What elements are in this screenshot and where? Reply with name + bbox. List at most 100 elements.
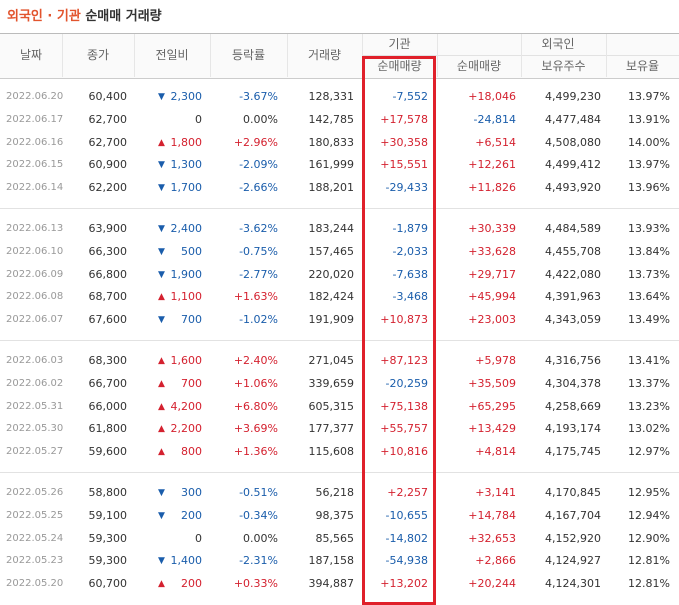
cell: 4,455,708	[545, 244, 601, 258]
cell: 13.93%	[628, 222, 670, 235]
cell: 59,600	[88, 445, 128, 458]
date-cell: 2022.06.08	[6, 291, 64, 303]
cell: 13.37%	[628, 376, 670, 390]
cell: 13.64%	[628, 290, 670, 304]
header-divider	[362, 55, 679, 56]
change-arrow: ▲	[158, 447, 165, 457]
cell: 200	[181, 577, 202, 590]
cell: +4,814	[475, 445, 516, 458]
cell: 61,800	[88, 422, 128, 436]
cell: 2,200	[170, 422, 203, 436]
change-arrow: ▼	[158, 246, 165, 257]
cell: 13.91%	[628, 112, 670, 126]
cell: 4,167,704	[545, 508, 601, 522]
cell: 4,200	[170, 399, 203, 413]
cell: 800	[181, 445, 202, 458]
cell: -7,638	[392, 267, 428, 281]
date-cell: 2022.06.03	[6, 355, 64, 366]
cell: 4,193,174	[545, 422, 601, 436]
cell: 68,300	[88, 354, 128, 367]
cell: 1,800	[170, 135, 203, 149]
date-cell: 2022.05.27	[6, 446, 64, 457]
cell: 85,565	[315, 531, 355, 545]
cell: -29,433	[385, 181, 428, 194]
cell: 66,000	[88, 399, 128, 413]
cell: 13.02%	[628, 422, 670, 436]
cell: 4,152,920	[545, 531, 601, 545]
date-cell: 2022.06.16	[6, 136, 64, 148]
cell: 59,100	[88, 508, 128, 522]
change-arrow: ▼	[158, 160, 165, 171]
cell: +29,717	[468, 267, 516, 281]
column-header: 거래량	[307, 48, 342, 62]
cell: 1,100	[170, 290, 203, 304]
cell: -0.51%	[239, 486, 278, 499]
cell: +1.63%	[233, 290, 278, 304]
cell: +10,873	[380, 313, 428, 326]
date-cell: 2022.05.25	[6, 509, 64, 521]
cell: +13,429	[468, 422, 516, 436]
cell: +14,784	[468, 508, 516, 522]
header-divider	[362, 34, 363, 77]
date-cell: 2022.05.24	[6, 532, 64, 544]
cell: 1,400	[170, 554, 203, 568]
cell: 1,700	[170, 181, 203, 194]
date-cell: 2022.05.31	[6, 400, 64, 412]
cell: +87,123	[380, 354, 428, 367]
cell: 4,170,845	[545, 486, 601, 499]
change-arrow: ▲	[158, 292, 165, 303]
change-arrow: ▲	[158, 579, 165, 589]
header-divider	[521, 34, 522, 77]
group-separator	[0, 472, 679, 473]
cell: 187,158	[308, 554, 355, 568]
cell: 4,499,412	[545, 158, 601, 172]
column-header: 등락률	[231, 48, 266, 62]
cell: 157,465	[308, 244, 355, 258]
cell: +15,551	[380, 158, 428, 172]
title: 외국인 · 기관 순매매 거래량	[7, 10, 162, 24]
cell: -1.02%	[239, 313, 278, 326]
cell: 115,608	[308, 445, 355, 458]
cell: 12.94%	[628, 508, 670, 522]
change-arrow: ▼	[158, 224, 165, 234]
cell: 220,020	[308, 267, 355, 281]
change-arrow: ▲	[158, 137, 165, 148]
cell: -2.77%	[239, 267, 278, 281]
date-cell: 2022.06.13	[6, 223, 64, 234]
cell: +30,358	[380, 135, 428, 149]
change-arrow: ▼	[158, 183, 165, 193]
cell: +18,046	[468, 90, 516, 103]
column-header: 종가	[86, 48, 110, 62]
cell: 339,659	[308, 376, 355, 390]
cell: +1.06%	[233, 376, 278, 390]
cell: +30,339	[468, 222, 516, 235]
cell: 4,258,669	[545, 399, 601, 413]
cell: 0	[195, 112, 202, 126]
cell: +6,514	[475, 135, 516, 149]
header-divider	[437, 34, 438, 77]
header-bg	[0, 33, 679, 79]
date-cell: 2022.06.14	[6, 182, 64, 193]
cell: +6.80%	[233, 399, 278, 413]
header-divider	[287, 34, 288, 77]
date-cell: 2022.06.20	[6, 91, 64, 102]
date-cell: 2022.06.15	[6, 159, 64, 171]
cell: 4,499,230	[545, 90, 601, 103]
subcolumn-header: 보유주수	[541, 59, 586, 73]
cell: 4,484,589	[545, 222, 601, 235]
cell: 2,400	[170, 222, 203, 235]
cell: -14,802	[385, 531, 428, 545]
cell: 500	[181, 244, 202, 258]
date-cell: 2022.06.09	[6, 268, 64, 280]
cell: 60,900	[88, 158, 128, 172]
cell: +45,994	[468, 290, 516, 304]
change-arrow: ▼	[158, 510, 165, 521]
cell: 68,700	[88, 290, 128, 304]
cell: 62,200	[88, 181, 128, 194]
cell: 271,045	[308, 354, 355, 367]
cell: -3.62%	[239, 222, 278, 235]
cell: +35,509	[468, 376, 516, 390]
change-arrow: ▲	[158, 401, 165, 412]
header-divider	[134, 34, 135, 77]
